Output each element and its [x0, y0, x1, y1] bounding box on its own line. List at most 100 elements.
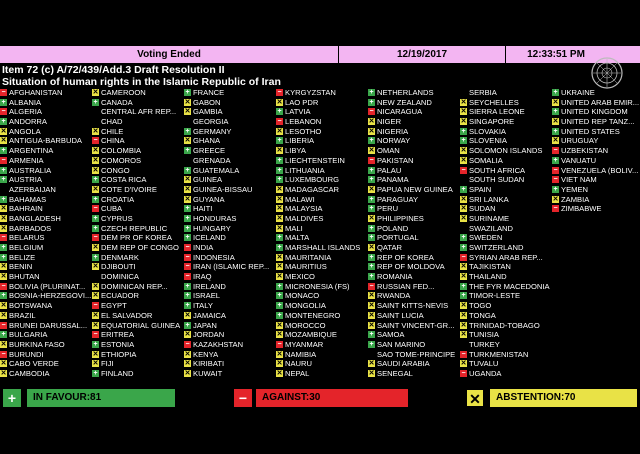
country-vote-row: ✕ TUVALU [460, 359, 551, 369]
abstain-x-icon: ✕ [368, 244, 375, 251]
country-vote-row: + CANADA [92, 98, 183, 108]
country-name: ECUADOR [101, 291, 139, 301]
country-vote-row: ✕ BHUTAN [0, 272, 91, 282]
country-name: SAUDI ARABIA [377, 359, 430, 369]
country-name: DEM REP OF CONGO [101, 243, 179, 252]
plus-icon: + [276, 108, 283, 116]
vote-column: + NETHERLANDS + NEW ZEALAND − NICARAGUA ✕ NIGER… [368, 88, 459, 379]
plus-icon: + [460, 137, 467, 145]
plus-icon: + [184, 205, 191, 213]
country-vote-row: GEORGIA [184, 117, 275, 127]
minus-icon: − [276, 89, 283, 96]
country-vote-row: − KAZAKHSTAN [184, 340, 275, 350]
abstain-x-icon: ✕ [92, 147, 99, 155]
country-name: ISRAEL [193, 291, 221, 301]
country-name: LIBYA [285, 146, 306, 156]
minus-icon: − [552, 147, 559, 155]
country-vote-row: − ERITREA [92, 330, 183, 340]
plus-icon: + [552, 156, 559, 164]
minus-icon: − [460, 369, 467, 377]
country-vote-row: − CHINA [92, 136, 183, 146]
abstain-x-icon: ✕ [0, 369, 7, 377]
country-vote-row: ✕ EL SALVADOR [92, 311, 183, 321]
country-name: DENMARK [101, 252, 139, 262]
country-vote-row: − AFGHANISTAN [0, 88, 91, 98]
country-vote-row: + LIECHTENSTEIN [276, 156, 367, 166]
country-name: BELIZE [9, 252, 36, 262]
abstain-x-icon: ✕ [276, 127, 283, 135]
abstain-x-icon: ✕ [184, 108, 191, 116]
country-vote-row: ✕ FIJI [92, 359, 183, 369]
country-name: CZECH REPUBLIC [101, 223, 168, 233]
country-name: OMAN [377, 146, 400, 156]
country-vote-row: AZERBAIJAN [0, 185, 91, 195]
country-name: BENIN [9, 262, 33, 272]
plus-icon: + [92, 176, 99, 184]
country-name: TURKEY [469, 339, 500, 349]
country-vote-row: − TURKMENISTAN [460, 350, 551, 360]
plus-icon: + [92, 369, 99, 377]
country-name: IRAN (ISLAMIC REP... [193, 262, 270, 272]
abstain-x-icon: ✕ [276, 360, 283, 368]
country-vote-row: + BELGIUM [0, 243, 91, 253]
country-vote-row: ✕ SOMALIA [460, 156, 551, 166]
country-name: KAZAKHSTAN [193, 339, 244, 349]
country-name: PHILIPPINES [377, 213, 424, 223]
abstain-x-icon: ✕ [460, 214, 467, 222]
no-vote-marker [92, 118, 99, 125]
country-vote-row: ✕ MAURITIUS [276, 262, 367, 272]
abstain-x-icon: ✕ [92, 166, 99, 174]
country-name: LIBERIA [285, 136, 315, 146]
country-vote-row: ✕ NEPAL [276, 369, 367, 379]
country-name: SWAZILAND [469, 223, 514, 233]
country-vote-row: − EGYPT [92, 301, 183, 311]
no-vote-marker [368, 351, 375, 358]
abstain-x-icon: ✕ [92, 127, 99, 135]
abstain-x-icon: ✕ [368, 311, 375, 319]
country-vote-row: ✕ JORDAN [184, 330, 275, 340]
country-name: RWANDA [377, 291, 411, 301]
minus-icon: − [552, 205, 559, 213]
country-name: UNITED REP TANZ... [561, 117, 635, 127]
country-name: SERBIA [469, 88, 497, 97]
country-name: JORDAN [193, 330, 225, 340]
abstain-x-icon: ✕ [368, 214, 375, 222]
country-vote-row: SOUTH SUDAN [460, 175, 551, 185]
plus-icon: + [184, 292, 191, 300]
plus-icon: + [368, 253, 375, 261]
country-vote-row: + LATVIA [276, 107, 367, 117]
country-vote-row: + HONDURAS [184, 214, 275, 224]
resolution-item-title: Item 72 (c) A/72/439/Add.3 Draft Resolut… [2, 64, 225, 76]
abstain-x-icon: ✕ [184, 350, 191, 358]
country-name: ESTONIA [101, 339, 135, 349]
country-vote-row: − ALGERIA [0, 107, 91, 117]
country-name: ARGENTINA [9, 146, 54, 156]
country-name: ARMENIA [9, 155, 44, 165]
country-vote-row: ✕ LESOTHO [276, 127, 367, 137]
plus-icon: + [276, 292, 283, 300]
tally-in-favour: + IN FAVOUR:81 [3, 389, 175, 407]
country-vote-row: + PANAMA [368, 175, 459, 185]
country-vote-row: − UGANDA [460, 369, 551, 379]
country-name: REP OF KOREA [377, 252, 434, 262]
country-name: SAN MARINO [377, 339, 426, 349]
plus-icon: + [460, 185, 467, 193]
country-name: CUBA [101, 204, 123, 214]
plus-icon: + [368, 234, 375, 242]
country-vote-row: + THE FYR MACEDONIA [460, 282, 551, 292]
abstain-x-icon: ✕ [368, 360, 375, 368]
plus-icon: + [276, 137, 283, 145]
abstain-x-icon: ✕ [92, 350, 99, 358]
minus-icon: − [184, 340, 191, 348]
country-vote-row: SWAZILAND [460, 224, 551, 234]
country-name: CONGO [101, 165, 130, 175]
country-vote-row: ✕ MADAGASCAR [276, 185, 367, 195]
country-vote-row: ✕ BENIN [0, 262, 91, 272]
abstain-x-icon: ✕ [92, 282, 99, 290]
country-vote-row: ✕ SURINAME [460, 214, 551, 224]
minus-icon: − [460, 253, 467, 261]
country-name: ITALY [193, 301, 213, 311]
country-vote-row: + MONACO [276, 291, 367, 301]
country-vote-row: ✕ COTE D'IVOIRE [92, 185, 183, 195]
plus-icon: + [92, 253, 99, 261]
